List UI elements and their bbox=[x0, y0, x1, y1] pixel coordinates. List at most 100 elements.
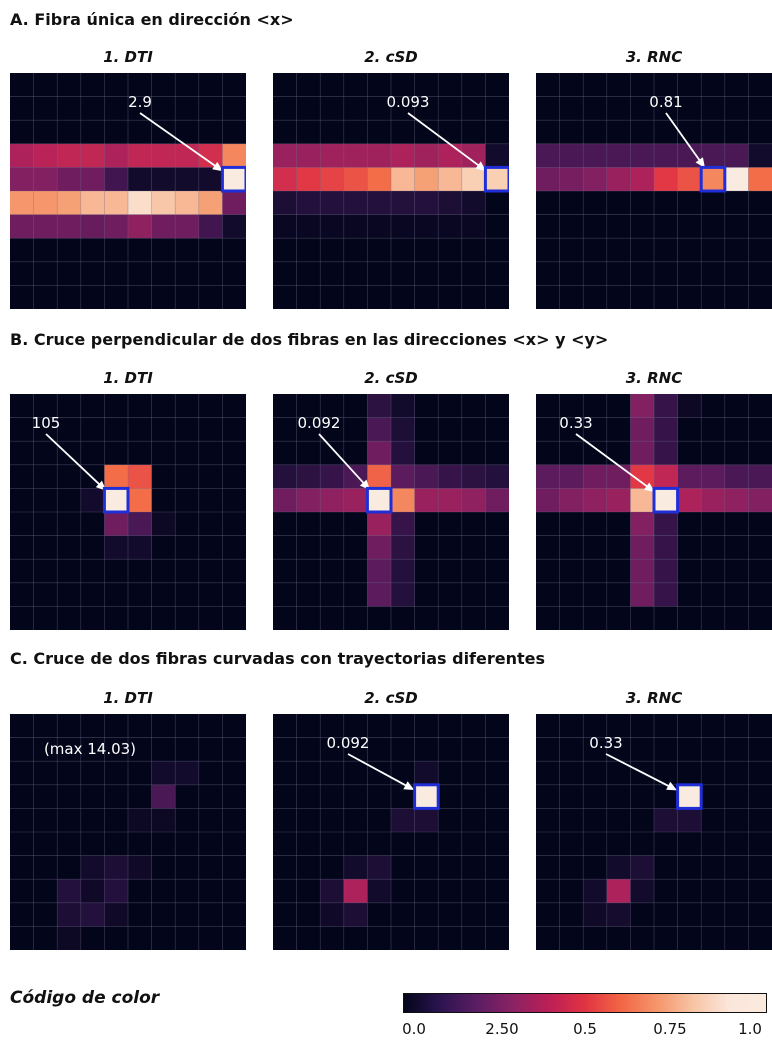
heatmap-cell bbox=[296, 902, 321, 927]
annotation-arrow bbox=[665, 112, 702, 163]
heatmap-cell bbox=[559, 261, 584, 286]
heatmap-cell bbox=[748, 582, 772, 607]
heatmap-cell bbox=[559, 73, 584, 97]
heatmap-cell bbox=[320, 285, 345, 309]
heatmap-cell bbox=[485, 582, 509, 607]
heatmap-cell bbox=[438, 879, 463, 904]
heatmap-cell bbox=[583, 559, 608, 584]
heatmap-cell bbox=[33, 417, 58, 442]
heatmap-cell bbox=[677, 285, 702, 309]
heatmap-cell bbox=[630, 714, 655, 738]
heatmap-cell bbox=[296, 191, 321, 215]
heatmap-cell bbox=[701, 238, 726, 263]
heatmap-cell bbox=[343, 73, 368, 97]
heatmap-cell bbox=[175, 784, 200, 809]
heatmap-cell bbox=[606, 143, 631, 168]
heatmap-cell bbox=[222, 737, 246, 762]
heatmap-cell bbox=[606, 261, 631, 286]
heatmap-cell bbox=[222, 441, 246, 466]
heatmap-cell bbox=[583, 96, 608, 121]
heatmap-cell bbox=[104, 761, 129, 786]
heatmap-cell bbox=[104, 96, 129, 121]
heatmap-cell bbox=[461, 714, 486, 738]
value-annotation: 0.092 bbox=[327, 734, 370, 752]
heatmap-cell bbox=[320, 441, 345, 466]
heatmap-cell bbox=[677, 238, 702, 263]
heatmap-cell bbox=[198, 464, 223, 489]
heatmap-cell bbox=[485, 926, 509, 950]
heatmap-cell bbox=[701, 214, 726, 239]
heatmap-cell bbox=[57, 535, 82, 560]
heatmap-cell bbox=[630, 879, 655, 904]
legend-title: Código de color bbox=[10, 988, 160, 1008]
heatmap-cell bbox=[748, 238, 772, 263]
heatmap-cell bbox=[151, 714, 176, 738]
heatmap-cell bbox=[222, 191, 246, 215]
heatmap-cell bbox=[222, 512, 246, 536]
heatmap-cell bbox=[33, 120, 58, 145]
heatmap-cell bbox=[343, 464, 368, 489]
heatmap-cell bbox=[343, 902, 368, 927]
heatmap-cell bbox=[151, 261, 176, 286]
heatmap-cell bbox=[10, 214, 34, 239]
heatmap-cell bbox=[748, 761, 772, 786]
heatmap-cell bbox=[559, 926, 584, 950]
heatmap-cell bbox=[536, 167, 560, 192]
section-c-title: C. Cruce de dos fibras curvadas con tray… bbox=[10, 649, 546, 668]
heatmap-cell bbox=[461, 73, 486, 97]
annotation-arrow bbox=[139, 112, 218, 168]
heatmap-cell bbox=[175, 285, 200, 309]
heatmap-cell bbox=[391, 926, 415, 950]
heatmap-cell bbox=[630, 120, 655, 145]
heatmap-cell bbox=[151, 559, 176, 584]
heatmap-cell bbox=[414, 488, 439, 513]
heatmap-cell bbox=[10, 902, 34, 927]
heatmap-cell bbox=[606, 73, 631, 97]
heatmap-cell bbox=[724, 285, 749, 309]
heatmap-cell bbox=[391, 441, 415, 466]
heatmap-cell bbox=[273, 191, 297, 215]
heatmap-cell bbox=[677, 488, 702, 513]
heatmap-cell bbox=[273, 879, 297, 904]
heatmap-cell bbox=[57, 559, 82, 584]
heatmap-cell bbox=[391, 559, 415, 584]
heatmap-cell bbox=[57, 261, 82, 286]
heatmap-cell bbox=[128, 808, 152, 833]
panel-a3-title: 3. RNC bbox=[625, 48, 683, 66]
heatmap-cell bbox=[296, 214, 321, 239]
heatmap-cell bbox=[296, 488, 321, 513]
heatmap-cell bbox=[677, 143, 702, 168]
heatmap-cell bbox=[128, 214, 152, 239]
arrow-head bbox=[212, 161, 223, 172]
heatmap-cell bbox=[536, 238, 560, 263]
heatmap-cell bbox=[367, 832, 392, 856]
heatmap-cell bbox=[536, 606, 560, 630]
heatmap-cell bbox=[606, 464, 631, 489]
heatmap-cell bbox=[630, 441, 655, 466]
heatmap-cell bbox=[606, 606, 631, 630]
heatmap-cell bbox=[536, 417, 560, 442]
heatmap-cell bbox=[559, 606, 584, 630]
heatmap-cell bbox=[438, 143, 463, 168]
heatmap-cell bbox=[559, 285, 584, 309]
heatmap-cell bbox=[536, 73, 560, 97]
heatmap-cell bbox=[654, 191, 678, 215]
heatmap-cell bbox=[677, 926, 702, 950]
heatmap-cell bbox=[654, 606, 678, 630]
heatmap-cell bbox=[198, 879, 223, 904]
heatmap-cell bbox=[414, 96, 439, 121]
heatmap-cell bbox=[654, 488, 678, 513]
heatmap-cell bbox=[296, 441, 321, 466]
heatmap-cell bbox=[151, 761, 176, 786]
heatmap-cell bbox=[583, 394, 608, 418]
heatmap-cell bbox=[724, 559, 749, 584]
heatmap-cell bbox=[606, 784, 631, 809]
heatmap-cell bbox=[104, 832, 129, 856]
heatmap-cell bbox=[296, 784, 321, 809]
highlighted-voxel bbox=[365, 486, 393, 514]
heatmap-cell bbox=[320, 488, 345, 513]
heatmap-cell bbox=[461, 855, 486, 880]
heatmap-cell bbox=[485, 761, 509, 786]
heatmap-cell bbox=[438, 464, 463, 489]
heatmap-cell bbox=[485, 606, 509, 630]
